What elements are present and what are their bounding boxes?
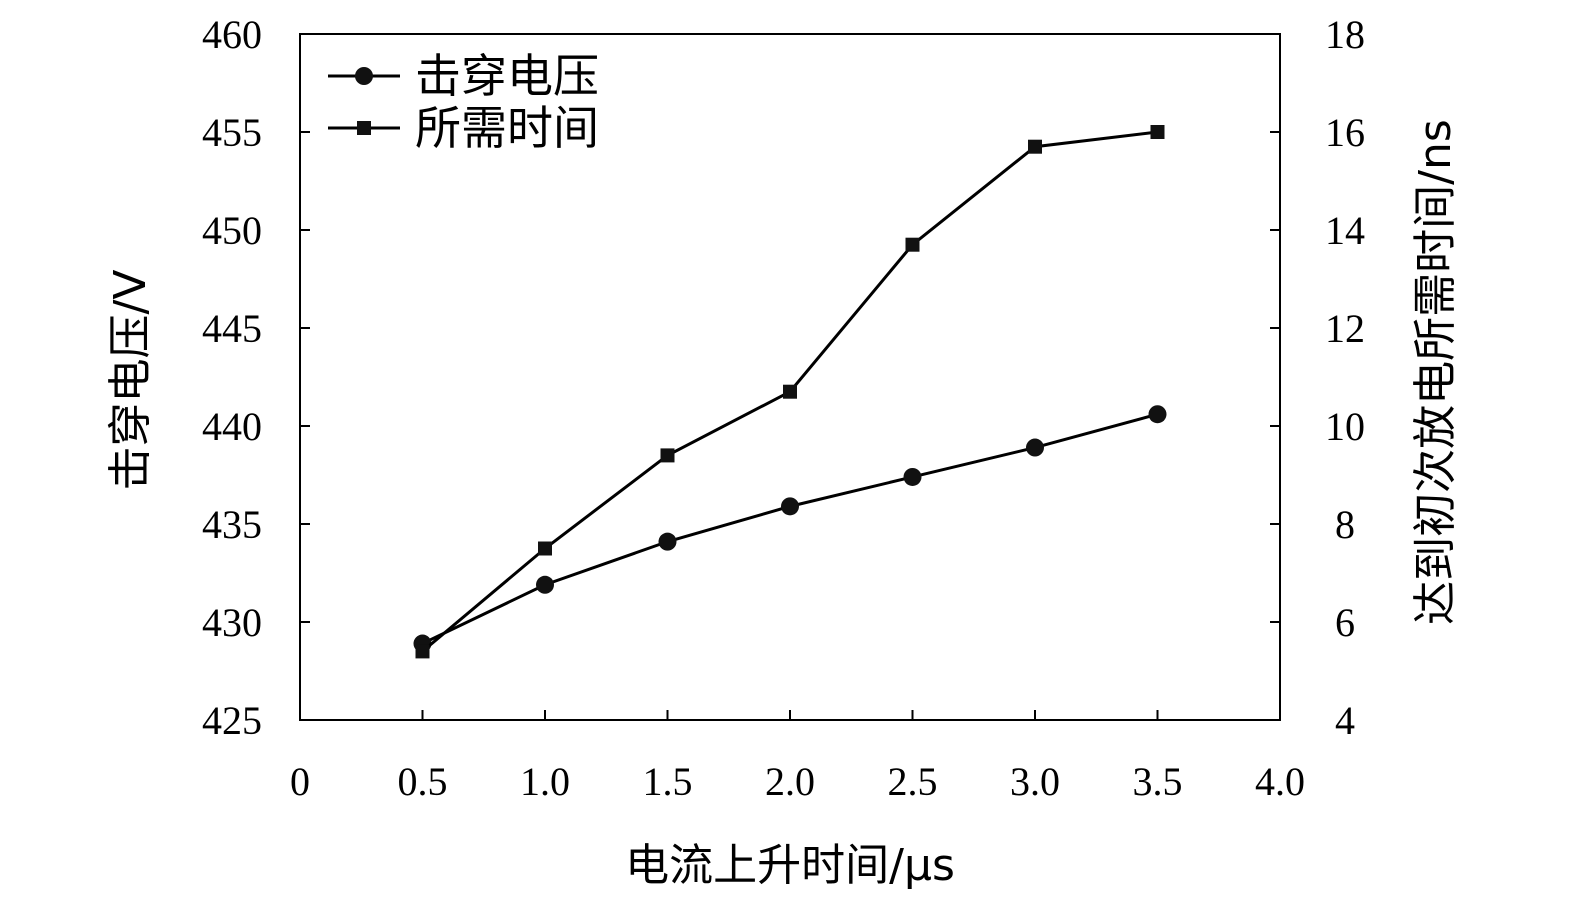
data-point-breakdown-voltage (658, 532, 677, 551)
x-tick-label: 0 (290, 759, 310, 804)
data-point-breakdown-voltage (536, 575, 554, 594)
left-y-tick-label: 450 (202, 208, 262, 253)
legend-square-marker (357, 121, 371, 135)
data-point-required-time (538, 541, 552, 556)
left-y-tick-label: 460 (202, 12, 262, 57)
series-line-breakdown-voltage (421, 412, 1158, 645)
right-y-tick-label: 12 (1325, 306, 1365, 351)
x-tick-label: 3.0 (1010, 759, 1060, 804)
x-axis-title: 电流上升时间/μs (625, 840, 955, 891)
legend-label-required-time: 所需时间 (415, 101, 599, 155)
left-y-tick-label: 425 (202, 698, 262, 743)
data-point-required-time (1150, 125, 1165, 139)
data-point-required-time (905, 237, 920, 252)
left-y-axis-title: 击穿电压/V (105, 270, 156, 491)
x-tick-label: 1.0 (520, 759, 570, 804)
right-y-tick-label: 10 (1325, 404, 1365, 449)
right-y-tick-label: 16 (1325, 110, 1365, 155)
data-point-breakdown-voltage (903, 467, 922, 486)
x-tick-label: 2.5 (888, 759, 938, 804)
legend-label-breakdown-voltage: 击穿电压 (415, 49, 599, 103)
legend-circle-marker (355, 67, 373, 85)
data-point-breakdown-voltage (1148, 405, 1167, 424)
data-point-required-time (660, 448, 675, 463)
data-point-breakdown-voltage (781, 497, 799, 516)
data-point-breakdown-voltage (1026, 438, 1044, 457)
legend: 击穿电压 所需时间 (328, 49, 599, 155)
data-point-required-time (783, 384, 797, 399)
right-y-tick-label: 6 (1335, 600, 1355, 645)
right-y-tick-label: 8 (1335, 502, 1355, 547)
left-y-tick-label: 445 (202, 306, 262, 351)
left-y-tick-label: 440 (202, 404, 262, 449)
right-y-tick-label: 14 (1325, 208, 1365, 253)
left-y-tick-label: 430 (202, 600, 262, 645)
data-point-required-time (1028, 139, 1042, 154)
data-point-required-time (415, 644, 430, 659)
right-y-tick-label: 4 (1335, 698, 1355, 743)
left-y-axis-ticks: 425 430 435 440 445 450 455 460 (202, 12, 310, 743)
x-tick-label: 3.5 (1133, 759, 1183, 804)
left-y-tick-label: 435 (202, 502, 262, 547)
x-tick-label: 2.0 (765, 759, 815, 804)
x-tick-label: 0.5 (398, 759, 448, 804)
x-tick-label: 1.5 (643, 759, 693, 804)
series-layer (413, 125, 1167, 659)
right-y-axis-title: 达到初次放电所需时间/ns (1410, 119, 1461, 625)
x-axis-ticks: 0 0.5 1.0 1.5 2.0 2.5 3.0 3.5 4.0 (290, 710, 1305, 804)
right-y-tick-label: 18 (1325, 12, 1365, 57)
left-y-tick-label: 455 (202, 110, 262, 155)
right-y-axis-ticks: 4 6 8 10 12 14 16 18 (1270, 12, 1365, 743)
x-tick-label: 4.0 (1255, 759, 1305, 804)
